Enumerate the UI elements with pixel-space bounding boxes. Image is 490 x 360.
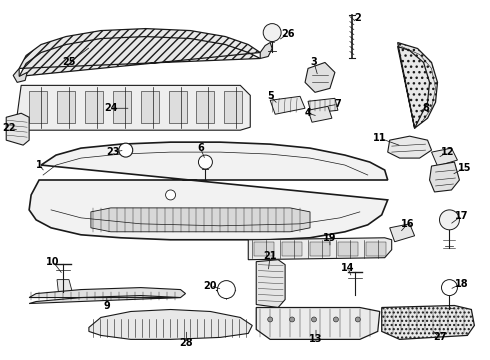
Polygon shape <box>308 98 338 113</box>
Text: 4: 4 <box>305 108 312 118</box>
Polygon shape <box>29 288 186 303</box>
Polygon shape <box>256 307 380 339</box>
Text: 18: 18 <box>455 279 468 289</box>
Polygon shape <box>254 242 274 256</box>
Polygon shape <box>85 91 103 123</box>
Polygon shape <box>6 113 29 145</box>
Text: 27: 27 <box>433 332 446 342</box>
Polygon shape <box>224 91 242 123</box>
Polygon shape <box>388 136 432 158</box>
Text: 20: 20 <box>204 280 217 291</box>
Circle shape <box>218 280 235 298</box>
Circle shape <box>290 317 294 322</box>
Polygon shape <box>113 91 131 123</box>
Polygon shape <box>270 96 305 114</box>
Polygon shape <box>310 242 330 256</box>
Text: 23: 23 <box>106 147 120 157</box>
Text: 11: 11 <box>373 133 387 143</box>
Text: 7: 7 <box>335 99 341 109</box>
Text: 26: 26 <box>281 28 295 39</box>
Polygon shape <box>260 42 272 58</box>
Circle shape <box>166 190 175 200</box>
Polygon shape <box>57 280 73 298</box>
Polygon shape <box>338 242 358 256</box>
Polygon shape <box>305 62 335 92</box>
Text: 8: 8 <box>422 103 429 113</box>
Text: 2: 2 <box>354 13 361 23</box>
Circle shape <box>119 143 133 157</box>
Polygon shape <box>57 91 75 123</box>
Text: 1: 1 <box>36 160 43 170</box>
Text: 21: 21 <box>264 251 277 261</box>
Polygon shape <box>398 42 438 128</box>
Text: 3: 3 <box>311 58 318 67</box>
Polygon shape <box>16 85 250 130</box>
Text: 28: 28 <box>180 338 194 348</box>
Text: 19: 19 <box>323 233 337 243</box>
Polygon shape <box>141 91 159 123</box>
Text: 15: 15 <box>458 163 471 173</box>
Text: 13: 13 <box>309 334 323 345</box>
Circle shape <box>440 210 460 230</box>
Polygon shape <box>432 148 458 166</box>
Polygon shape <box>282 242 302 256</box>
Polygon shape <box>196 91 215 123</box>
Circle shape <box>333 317 339 322</box>
Circle shape <box>198 155 212 169</box>
Text: 17: 17 <box>455 211 468 221</box>
Text: 12: 12 <box>441 147 454 157</box>
Text: 25: 25 <box>62 58 76 67</box>
Circle shape <box>441 280 458 296</box>
Polygon shape <box>29 142 388 240</box>
Text: 5: 5 <box>267 91 273 101</box>
Polygon shape <box>390 224 415 242</box>
Polygon shape <box>13 68 27 82</box>
Polygon shape <box>256 260 285 307</box>
Text: 22: 22 <box>2 123 16 133</box>
Text: 6: 6 <box>197 143 204 153</box>
Polygon shape <box>29 91 47 123</box>
Polygon shape <box>91 208 310 232</box>
Polygon shape <box>308 106 332 122</box>
Polygon shape <box>248 238 392 260</box>
Circle shape <box>312 317 317 322</box>
Circle shape <box>263 24 281 41</box>
Polygon shape <box>382 306 474 339</box>
Text: 16: 16 <box>401 219 415 229</box>
Polygon shape <box>89 310 252 339</box>
Circle shape <box>355 317 360 322</box>
Text: 14: 14 <box>341 263 355 273</box>
Polygon shape <box>430 162 460 192</box>
Text: 10: 10 <box>46 257 60 267</box>
Polygon shape <box>19 28 260 76</box>
Polygon shape <box>169 91 187 123</box>
Polygon shape <box>366 242 386 256</box>
Circle shape <box>268 317 272 322</box>
Text: 9: 9 <box>103 301 110 311</box>
Text: 24: 24 <box>104 103 118 113</box>
